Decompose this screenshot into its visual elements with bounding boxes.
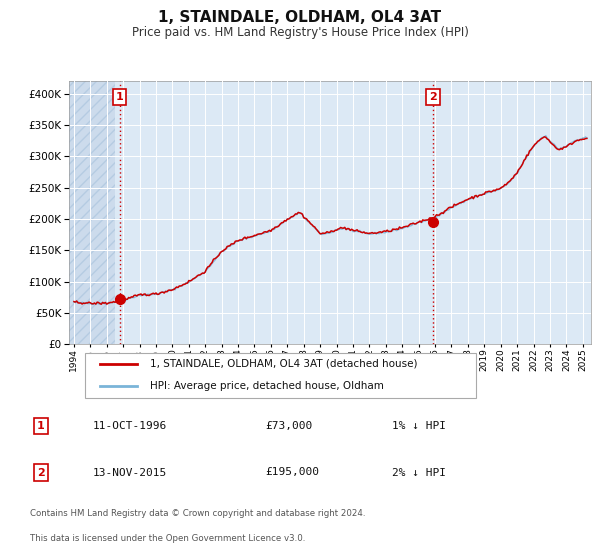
Text: HPI: Average price, detached house, Oldham: HPI: Average price, detached house, Oldh… — [150, 381, 384, 391]
Text: 1, STAINDALE, OLDHAM, OL4 3AT (detached house): 1, STAINDALE, OLDHAM, OL4 3AT (detached … — [150, 358, 418, 368]
Text: £195,000: £195,000 — [266, 468, 320, 478]
Bar — [69, 81, 115, 344]
Text: Price paid vs. HM Land Registry's House Price Index (HPI): Price paid vs. HM Land Registry's House … — [131, 26, 469, 39]
Text: 1, STAINDALE, OLDHAM, OL4 3AT: 1, STAINDALE, OLDHAM, OL4 3AT — [158, 11, 442, 25]
FancyBboxPatch shape — [85, 353, 476, 398]
Text: 2: 2 — [429, 92, 437, 102]
Text: 2: 2 — [37, 468, 45, 478]
Text: 1: 1 — [116, 92, 124, 102]
Text: Contains HM Land Registry data © Crown copyright and database right 2024.: Contains HM Land Registry data © Crown c… — [29, 509, 365, 518]
Text: 11-OCT-1996: 11-OCT-1996 — [93, 421, 167, 431]
Text: 1: 1 — [37, 421, 45, 431]
Text: 2% ↓ HPI: 2% ↓ HPI — [392, 468, 446, 478]
Bar — [69, 81, 107, 344]
Text: This data is licensed under the Open Government Licence v3.0.: This data is licensed under the Open Gov… — [29, 534, 305, 543]
Text: 13-NOV-2015: 13-NOV-2015 — [93, 468, 167, 478]
Text: 1% ↓ HPI: 1% ↓ HPI — [392, 421, 446, 431]
Text: £73,000: £73,000 — [266, 421, 313, 431]
